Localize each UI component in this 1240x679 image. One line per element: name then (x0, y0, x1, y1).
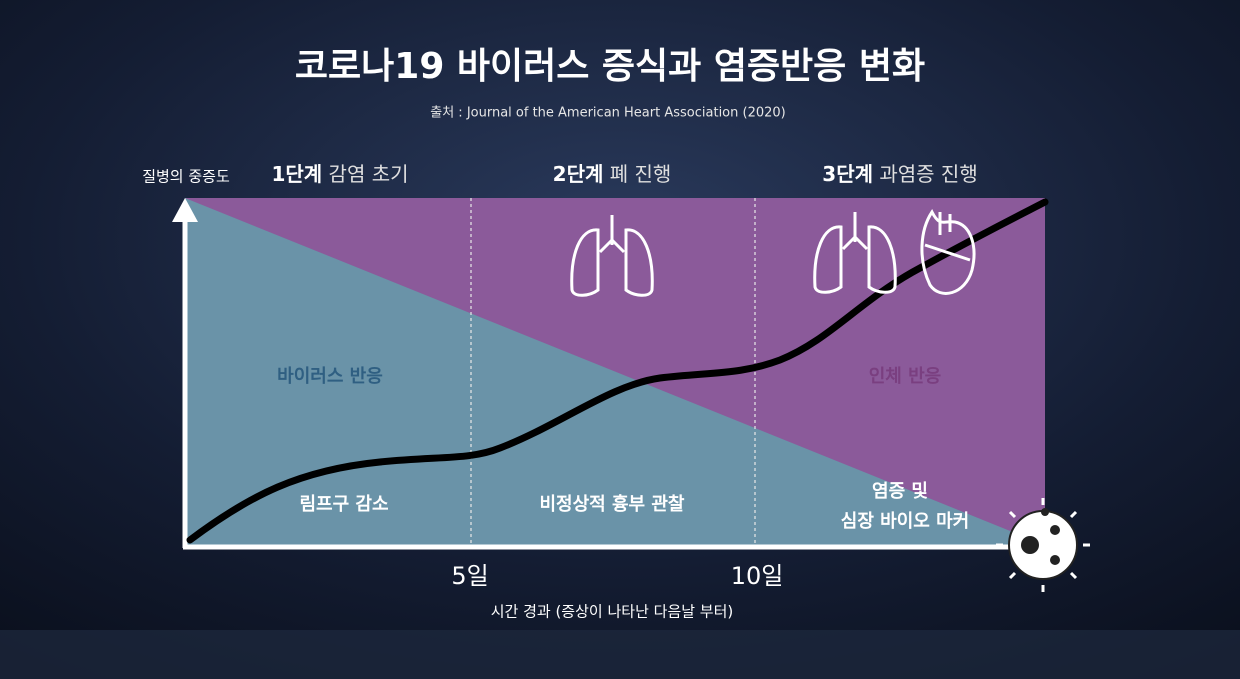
region-label: 인체 반응 (869, 366, 942, 387)
stage-finding: 비정상적 흉부 관찰 (539, 493, 684, 515)
x-axis-label: 시간 경과 (증상이 나타난 다음날 부터) (491, 603, 734, 621)
y-axis-label: 질병의 중증도 (142, 168, 230, 186)
region-label: 바이러스 반응 (277, 366, 383, 387)
stage-number: 1단계 (271, 162, 322, 186)
lungs-icon (813, 212, 897, 294)
x-tick-label: 10일 (731, 562, 784, 590)
stage-name: 폐 진행 (610, 162, 672, 186)
severity-curve (186, 198, 1049, 544)
stage-number: 3단계 (822, 162, 873, 186)
stage-name: 과염증 진행 (879, 162, 977, 186)
stage-header: 2단계 폐 진행 (553, 162, 672, 186)
stage-header: 3단계 과염증 진행 (822, 162, 977, 186)
virus-icon (996, 498, 1090, 592)
floor (0, 630, 1240, 679)
y-axis-arrow (172, 198, 198, 222)
title: 코로나19 바이러스 증식과 염증반응 변화 (295, 46, 925, 87)
source: 출처 : Journal of the American Heart Assoc… (430, 106, 785, 121)
stage-name: 감염 초기 (329, 162, 409, 186)
stage-finding: 림프구 감소 (299, 494, 388, 515)
stage-finding: 염증 및 (872, 481, 928, 502)
stage-header: 1단계 감염 초기 (271, 162, 408, 186)
heart-icon (920, 209, 976, 295)
stage-finding: 심장 바이오 마커 (841, 511, 969, 532)
stage-number: 2단계 (553, 162, 604, 186)
x-tick-label: 5일 (451, 562, 488, 590)
lungs-icon (570, 215, 654, 297)
